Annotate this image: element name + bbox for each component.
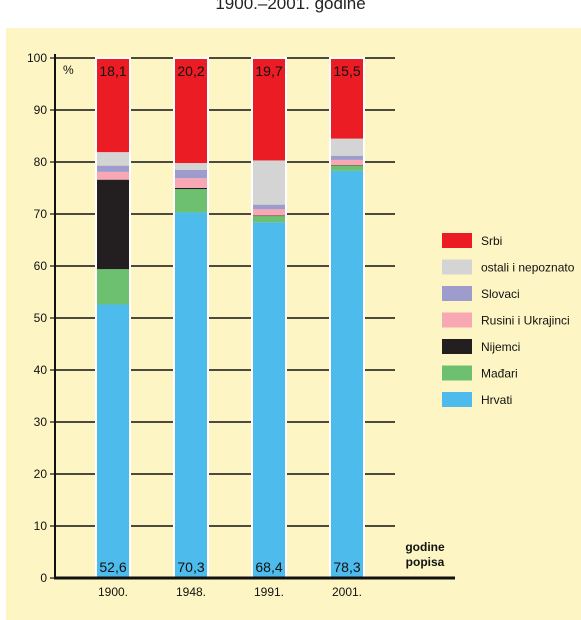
top-data-label-1: 20,2 [177,63,204,79]
top-data-label-0: 18,1 [99,63,126,79]
bottom-data-label-3: 78,3 [333,559,360,575]
bar-segment-srbi-0 [96,58,130,153]
x-axis-label-line-1: godine [405,540,445,554]
legend-label-0: Srbi [481,234,502,248]
y-tick-label-40: 40 [34,363,48,377]
legend-swatch-5 [442,365,472,381]
y-tick-label-100: 100 [27,51,47,65]
top-data-label-2: 19,7 [255,63,282,79]
bar-segment-mađari-1 [174,189,208,213]
y-tick-label-20: 20 [34,467,48,481]
bar-segment-ostali-i-nepoznato-2 [252,160,286,205]
legend-label-2: Slovaci [481,287,520,301]
legend-swatch-0 [442,233,472,248]
y-tick-label-10: 10 [34,519,48,533]
legend-swatch-4 [442,339,472,354]
legend-label-5: Mađari [481,367,518,381]
y-axis-unit-label: % [63,63,74,77]
bar-segment-hrvati-1 [174,212,208,578]
bar-segment-ostali-i-nepoznato-3 [330,138,364,156]
bar-segment-srbi-1 [174,58,208,164]
legend-label-1: ostali i nepoznato [481,261,575,275]
page-title: 1900.–2001. godine [215,0,366,13]
bar-segment-slovaci-3 [330,155,364,160]
legend-swatch-1 [442,259,472,275]
bar-segment-slovaci-1 [174,169,208,179]
bar-segment-nijemci-0 [96,179,130,270]
bar-segment-rusini-i-ukrajinci-3 [330,159,364,166]
x-tick-label-1: 1948. [176,585,206,599]
bar-segment-rusini-i-ukrajinci-0 [96,171,130,180]
legend-label-3: Rusini i Ukrajinci [481,314,570,328]
bar-segment-slovaci-2 [252,204,286,210]
legend-swatch-2 [442,286,472,301]
bottom-data-label-0: 52,6 [99,559,126,575]
legend-label-6: Hrvati [481,393,512,407]
bar-segment-nijemci-3 [330,165,364,166]
y-tick-label-0: 0 [40,571,47,585]
top-data-label-3: 15,5 [333,63,360,79]
y-tick-label-30: 30 [34,415,48,429]
legend-label-4: Nijemci [481,340,520,354]
bar-segment-nijemci-1 [174,188,208,190]
y-tick-label-70: 70 [34,207,48,221]
legend-swatch-3 [442,312,472,328]
y-tick-label-60: 60 [34,259,48,273]
bar-segment-hrvati-3 [330,170,364,578]
bottom-data-label-2: 68,4 [255,559,282,575]
bar-segment-rusini-i-ukrajinci-2 [252,209,286,216]
bar-segment-mađari-0 [96,269,130,305]
x-tick-label-3: 2001. [332,585,362,599]
bar-segment-srbi-2 [252,58,286,161]
bar-segment-mađari-3 [330,165,364,171]
bar-segment-slovaci-0 [96,165,130,172]
bar-segment-ostali-i-nepoznato-1 [174,163,208,170]
bar-segment-mađari-2 [252,216,286,223]
x-axis-label-line-2: popisa [406,555,445,569]
y-tick-label-80: 80 [34,155,48,169]
bar-segment-hrvati-2 [252,222,286,578]
bar-segment-rusini-i-ukrajinci-1 [174,178,208,188]
bar-segment-srbi-3 [330,58,364,139]
x-tick-label-2: 1991. [254,585,284,599]
bar-segment-nijemci-2 [252,215,286,217]
bottom-data-label-1: 70,3 [177,559,204,575]
bar-segment-hrvati-0 [96,304,130,578]
x-tick-label-0: 1900. [98,585,128,599]
legend-swatch-6 [442,392,472,407]
y-tick-label-90: 90 [34,103,48,117]
bar-segment-ostali-i-nepoznato-0 [96,152,130,166]
y-tick-label-50: 50 [34,311,48,325]
